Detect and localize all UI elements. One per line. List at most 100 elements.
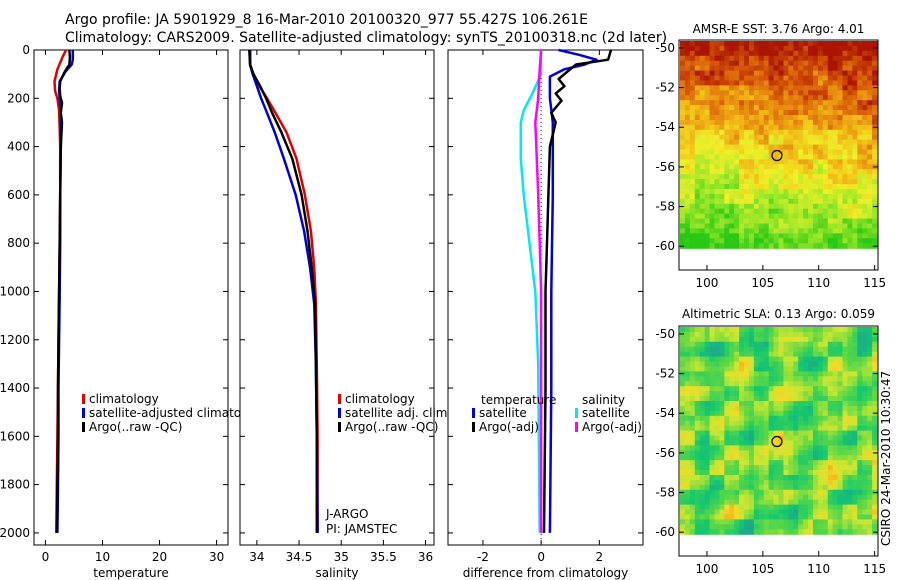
map-cell	[847, 95, 853, 101]
map-cell	[709, 213, 716, 220]
map-cell	[758, 139, 765, 146]
map-cell	[803, 504, 809, 511]
map-cell	[724, 361, 730, 368]
map-cell	[827, 366, 834, 372]
map-cell	[812, 376, 819, 382]
map-cell	[827, 435, 834, 442]
map-cell	[847, 124, 853, 131]
map-cell	[768, 346, 775, 353]
map-cell	[680, 381, 686, 387]
map-cell	[847, 366, 853, 372]
map-cell	[768, 179, 775, 185]
map-cell	[709, 460, 716, 466]
map-cell	[699, 100, 706, 106]
map-cell	[803, 188, 809, 195]
map-cell	[744, 144, 750, 151]
map-cell	[827, 396, 834, 402]
map-cell	[857, 139, 863, 146]
map-cell	[724, 208, 730, 215]
map-cell	[847, 70, 853, 77]
map-cell	[694, 435, 701, 442]
map-cell	[689, 144, 696, 151]
map-cell	[847, 110, 853, 116]
map-cell	[734, 174, 740, 180]
map-cell	[689, 119, 696, 126]
map-cell	[867, 361, 873, 368]
map-cell	[778, 386, 785, 392]
map-cell	[827, 95, 834, 101]
map-cell	[867, 425, 873, 432]
map-cell	[832, 465, 839, 471]
map-cell	[680, 435, 686, 442]
map-cell	[768, 484, 775, 491]
map-cell	[689, 381, 696, 387]
map-cell	[832, 41, 839, 47]
map-cell	[862, 228, 868, 234]
map-cell	[694, 208, 701, 215]
map-cell	[808, 455, 814, 461]
map-cell	[724, 474, 730, 481]
map-cell	[857, 435, 863, 442]
map-cell	[739, 41, 745, 47]
map-cell	[739, 45, 745, 52]
map-cell	[709, 346, 716, 353]
map-cell	[719, 371, 725, 377]
map-cell	[857, 479, 863, 486]
x-tick-label: 0	[537, 550, 545, 564]
map-cell	[798, 415, 804, 422]
map-cell	[744, 529, 750, 535]
map-cell	[872, 169, 878, 175]
map-cell	[744, 110, 750, 116]
map-cell	[753, 425, 760, 432]
map-cell	[798, 489, 804, 496]
map-cell	[847, 218, 853, 225]
map-cell	[867, 509, 873, 516]
map-cell	[837, 514, 844, 520]
map-cell	[709, 124, 716, 131]
map-cell	[783, 149, 789, 156]
map-cell	[857, 105, 863, 111]
map-cell	[857, 341, 863, 348]
map-cell	[694, 238, 701, 244]
map-cell	[768, 154, 775, 160]
map-cell	[680, 75, 686, 82]
map-cell	[744, 159, 750, 165]
map-cell	[709, 465, 716, 471]
map-cell	[817, 327, 824, 333]
map-cell	[694, 184, 701, 190]
map-cell	[847, 65, 853, 72]
map-cell	[852, 331, 858, 338]
map-cell	[753, 149, 760, 156]
map-cell	[803, 445, 809, 451]
map-cell	[812, 465, 819, 471]
map-cell	[778, 119, 785, 126]
map-cell	[739, 80, 745, 86]
map-cell	[832, 188, 839, 195]
map-cell	[808, 60, 814, 67]
map-cell	[699, 440, 706, 446]
y-tick-label: -56	[655, 446, 675, 460]
map-cell	[724, 193, 730, 200]
map-cell	[872, 361, 878, 368]
map-cell	[699, 371, 706, 377]
map-cell	[773, 450, 780, 456]
map-cell	[684, 65, 691, 72]
map-cell	[704, 169, 711, 175]
map-cell	[852, 445, 858, 451]
map-cell	[744, 184, 750, 190]
map-cell	[768, 228, 775, 234]
map-cell	[842, 484, 849, 491]
map-cell	[714, 474, 720, 481]
map-cell	[798, 243, 804, 249]
map-cell	[763, 218, 770, 225]
map-cell	[798, 401, 804, 407]
map-cell	[867, 529, 873, 535]
map-cell	[748, 218, 755, 225]
map-cell	[739, 499, 745, 506]
map-cell	[704, 159, 711, 165]
map-cell	[729, 376, 735, 382]
map-cell	[778, 420, 785, 427]
map-cell	[852, 55, 858, 62]
map-cell	[704, 514, 711, 520]
